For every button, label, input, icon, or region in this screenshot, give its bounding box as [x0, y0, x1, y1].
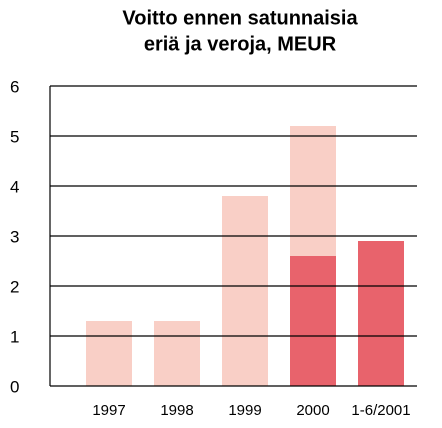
- bar: [358, 241, 404, 386]
- y-tick-label: 4: [10, 177, 19, 196]
- y-tick-label: 3: [10, 227, 19, 246]
- y-tick-label: 0: [10, 377, 19, 396]
- x-tick-label: 2000: [296, 402, 329, 419]
- chart-title: Voitto ennen satunnaisia: [122, 7, 358, 29]
- y-tick-label: 6: [10, 77, 19, 96]
- x-tick-label: 1-6/2001: [351, 402, 410, 419]
- x-tick-label: 1998: [160, 402, 193, 419]
- x-tick-label: 1999: [228, 402, 261, 419]
- bar: [154, 321, 200, 386]
- x-tick-label: 1997: [92, 402, 125, 419]
- chart-title: eriä ja veroja, MEUR: [144, 33, 337, 55]
- y-tick-label: 5: [10, 127, 19, 146]
- y-tick-label: 1: [10, 327, 19, 346]
- bar: [222, 196, 268, 386]
- bar: [290, 126, 336, 256]
- bar: [290, 256, 336, 386]
- y-tick-label: 2: [10, 277, 19, 296]
- bar: [86, 321, 132, 386]
